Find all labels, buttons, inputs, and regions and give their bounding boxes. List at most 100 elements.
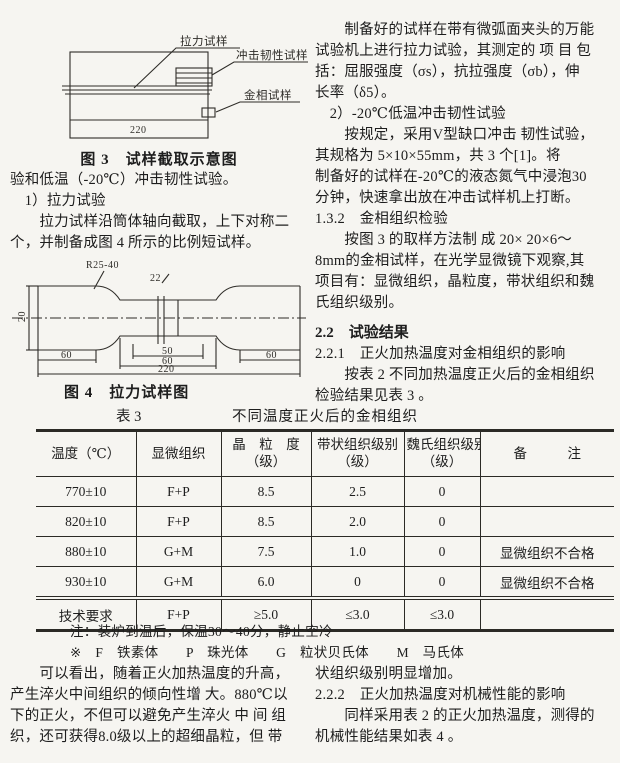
text-line: 制备好的试样在带有微弧面夹头的万能 bbox=[315, 22, 595, 38]
text-line: 按规定，采用V型缺口冲击 韧性试验， bbox=[315, 127, 595, 143]
table-cell-widmanstatten-grade: ≤3.0 bbox=[403, 596, 480, 631]
table-row: 820±10 F+P 8.5 2.0 0 bbox=[36, 506, 614, 537]
table-cell-banded-grade: ≤3.0 bbox=[310, 596, 404, 631]
table-cell-widmanstatten-grade: 0 bbox=[403, 566, 480, 598]
table-cell-remark: 显微组织不合格 bbox=[479, 566, 614, 598]
text-line: 验和低温（-20℃）冲击韧性试验。 bbox=[10, 172, 238, 188]
fig3-label-metallographic: 金相试样 bbox=[244, 88, 292, 102]
text-line: 2.2.2 正火加热温度对机械性能的影响 bbox=[315, 687, 566, 703]
table-notes: 注：装炉到温后，保温30～40分，静止空冷 ※ F 铁素体 P 珠光体 G 粒状贝… bbox=[70, 621, 610, 663]
text-line: 1）拉力试验 bbox=[10, 193, 106, 209]
text-line: 同样采用表 2 的正火加热温度，测得的 bbox=[315, 708, 595, 724]
fig3-dim-220: 220 bbox=[130, 125, 147, 136]
text-line: 括：屈服强度（σs），抗拉强度（σb），伸 bbox=[315, 64, 580, 80]
table-cell-remark bbox=[479, 596, 614, 631]
table-cell-widmanstatten-grade: 0 bbox=[403, 476, 480, 507]
table-cell-grain-size: ≥5.0 bbox=[220, 596, 311, 631]
table-cell-microstructure: F+P bbox=[135, 476, 221, 507]
table-caption-row: 表 3 不同温度正火后的金相组织 bbox=[36, 405, 614, 425]
text-line: 制备好的试样在-20℃的液态氮气中浸泡30 bbox=[315, 169, 587, 185]
right-column-text: 制备好的试样在带有微弧面夹头的万能 试验机上进行拉力试验，其测定的 项 目 包括：… bbox=[315, 20, 613, 314]
text-line: 试验机上进行拉力试验，其测定的 项 目 包 bbox=[315, 43, 592, 59]
right-column-text-2: 2.2.1 正火加热温度对金相组织的影响 按表 2 不同加热温度正火后的金相组织… bbox=[315, 344, 613, 407]
fig4-dim-radius: R25-40 bbox=[86, 260, 119, 271]
fig3-leader-tensile bbox=[133, 47, 240, 89]
table-row: 880±10 G+M 7.5 1.0 0 显微组织不合格 bbox=[36, 536, 614, 567]
text-line: 可以看出，随着正火加热温度的升高， bbox=[10, 666, 290, 682]
table-cell-temperature: 930±10 bbox=[36, 566, 136, 598]
table-cell-temperature: 820±10 bbox=[36, 506, 136, 537]
text-line: 项目有：显微组织，晶粒度，带状组织和魏 bbox=[315, 274, 595, 290]
table-cell-banded-grade: 1.0 bbox=[310, 536, 404, 567]
text-line: 分钟，快速拿出放在冲击试样机上打断。 bbox=[315, 190, 580, 206]
table-title: 不同温度正火后的金相组织 bbox=[232, 409, 418, 425]
text-line: 状组织级别明显增加。 bbox=[315, 666, 462, 682]
bottom-right-text: 状组织级别明显增加。 2.2.2 正火加热温度对机械性能的影响 同样采用表 2 的… bbox=[315, 664, 613, 748]
fig4-dim-grip-right: 60 bbox=[266, 350, 277, 361]
table-cell-remark bbox=[479, 506, 614, 537]
fig4-dim-surface: 22 bbox=[150, 273, 161, 284]
table3-container: 温度（℃） 显微组织 晶 粒 度（级） 带状组织级别 （级） 魏氏组织级别 （级） … bbox=[36, 429, 614, 632]
fig3-specimen-cutting-drawing: 拉力试样 冲击韧性试样 金相试样 220 bbox=[62, 34, 308, 139]
text-line: 检验结果见表 3 。 bbox=[315, 388, 433, 404]
table-body: 770±10 F+P 8.5 2.5 0 820±10 F+P 8.5 2.0 … bbox=[36, 476, 614, 598]
table-cell-grain-size: 7.5 bbox=[220, 536, 311, 567]
table-cell-remark bbox=[479, 476, 614, 507]
fig3-leader-impact bbox=[211, 61, 308, 76]
table-cell-temperature: 技术要求 bbox=[36, 596, 136, 631]
text-line: 产生淬火中间组织的倾向性增 大。880℃以 bbox=[10, 687, 288, 703]
text-line: 织，还可获得8.0级以上的超细晶粒，但 带 bbox=[10, 729, 283, 745]
table-row-requirement: 技术要求 F+P ≥5.0 ≤3.0 ≤3.0 bbox=[36, 596, 614, 631]
table-cell-banded-grade: 0 bbox=[310, 566, 404, 598]
table-cell-banded-grade: 2.5 bbox=[310, 476, 404, 507]
text-line: 按表 2 不同加热温度正火后的金相组织 bbox=[315, 367, 595, 383]
fig4-caption: 图 4 拉力试样图 bbox=[64, 385, 190, 401]
table-cell-temperature: 770±10 bbox=[65, 483, 107, 499]
table-header-cell: 显微组织 bbox=[135, 430, 221, 477]
table-cell-grain-size: 8.5 bbox=[220, 476, 311, 507]
section-heading-results: 2.2 试验结果 bbox=[315, 325, 409, 341]
fig4-dim-height: 20 bbox=[17, 311, 28, 322]
table-cell-microstructure: G+M bbox=[135, 566, 221, 598]
fig4-dim-grip-left: 60 bbox=[61, 350, 72, 361]
fig4-dim-gauge: 50 bbox=[162, 346, 173, 357]
table-row: 770±10 F+P 8.5 2.5 0 bbox=[36, 476, 614, 507]
table-cell-remark: 显微组织不合格 bbox=[479, 536, 614, 567]
fig4-dim-reduced: 60 bbox=[162, 356, 173, 367]
table-header-cell: 备 注 bbox=[479, 430, 614, 477]
fig3-label-tensile: 拉力试样 bbox=[180, 34, 228, 48]
fig3-diagram: 拉力试样 冲击韧性试样 金相试样 220 bbox=[8, 12, 310, 148]
fig4-dim-overall: 220 bbox=[158, 364, 175, 375]
table-label: 表 3 bbox=[116, 409, 142, 425]
fig3-body-outline bbox=[69, 51, 209, 139]
table-cell-widmanstatten-grade: 0 bbox=[403, 536, 480, 567]
table-cell-microstructure: F+P bbox=[135, 596, 221, 631]
text-line: 机械性能结果如表 4 。 bbox=[315, 729, 463, 745]
text-line: 2）-20℃低温冲击韧性试验 bbox=[315, 106, 506, 122]
text-line: 个，并制备成图 4 所示的比例短试样。 bbox=[10, 235, 261, 251]
table-header-cell: 晶 粒 度（级） bbox=[220, 430, 311, 477]
table-cell-grain-size: 6.0 bbox=[220, 566, 311, 598]
text-line: 1.3.2 金相组织检验 bbox=[315, 211, 448, 227]
table-header-cell: 魏氏组织级别 （级） bbox=[403, 430, 480, 477]
table-cell-banded-grade: 2.0 bbox=[310, 506, 404, 537]
fig3-label-impact: 冲击韧性试样 bbox=[236, 48, 308, 62]
table-cell-microstructure: F+P bbox=[135, 506, 221, 537]
table-row: 930±10 G+M 6.0 0 0 显微组织不合格 bbox=[36, 566, 614, 598]
table-requirement: 技术要求 F+P ≥5.0 ≤3.0 ≤3.0 bbox=[36, 596, 614, 631]
bottom-left-text: 可以看出，随着正火加热温度的升高， 产生淬火中间组织的倾向性增 大。880℃以 下的… bbox=[10, 664, 310, 748]
table3: 温度（℃） 显微组织 晶 粒 度（级） 带状组织级别 （级） 魏氏组织级别 （级） … bbox=[36, 429, 614, 632]
table-cell-temperature: 880±10 bbox=[36, 536, 136, 567]
text-line: 按图 3 的取样方法制 成 20× 20×6～ bbox=[315, 232, 572, 248]
fig3-impact-stack bbox=[175, 67, 213, 87]
table-cell-microstructure: G+M bbox=[135, 536, 221, 567]
text-line: 其规格为 5×10×55mm，共 3 个[1]。将 bbox=[315, 148, 561, 164]
table-header-cell: 温度（℃） bbox=[36, 430, 136, 477]
text-line: 氏组织级别。 bbox=[315, 295, 404, 311]
text-line: 下的正火，不但可以避免产生淬火 中 间 组 bbox=[10, 708, 287, 724]
text-line: 长率（δ5）。 bbox=[315, 85, 396, 101]
fig4-diagram: R25-40 22 20 50 60 60 60 bbox=[8, 256, 310, 380]
table-note-line: 注：装炉到温后，保温30～40分，静止空冷 bbox=[70, 624, 333, 639]
left-column-text: 验和低温（-20℃）冲击韧性试验。 1）拉力试验 拉力试样沿筒体轴向截取，上下对… bbox=[10, 170, 310, 254]
